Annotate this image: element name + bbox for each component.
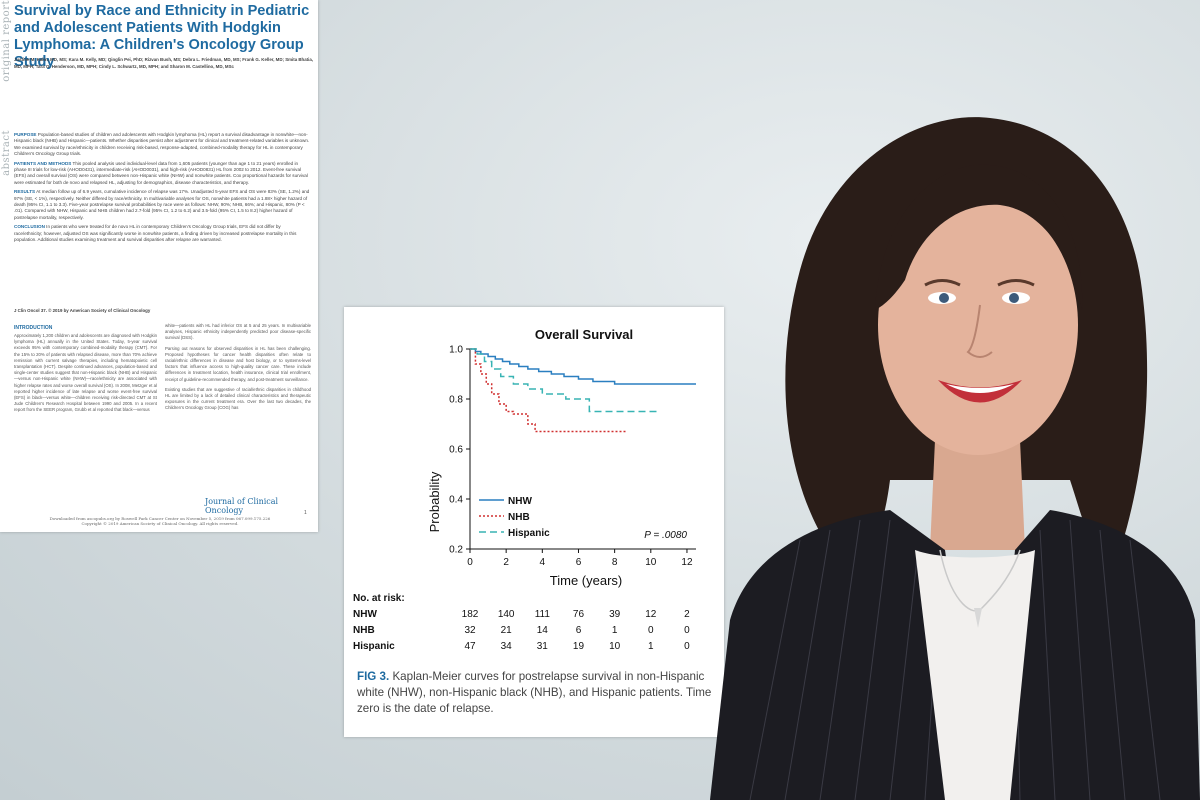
- article-title: Survival by Race and Ethnicity in Pediat…: [14, 3, 310, 70]
- figure-caption: FIG 3. Kaplan-Meier curves for postrelap…: [357, 669, 713, 717]
- journal-logo: Journal of Clinical Oncology: [205, 497, 279, 515]
- left-iris: [939, 293, 949, 303]
- risk-cell: 0: [684, 641, 690, 652]
- purpose-heading: PURPOSE: [14, 132, 37, 137]
- risk-cell: 1: [611, 625, 618, 636]
- abstract-side-label: abstract: [1, 130, 12, 176]
- y-tick-label: 0.4: [449, 495, 463, 506]
- risk-cell: 31: [536, 641, 548, 652]
- hair-fringe: [875, 164, 1083, 310]
- p-value-annotation: P = .0080: [644, 530, 687, 541]
- methods-text: This pooled analysis used individual-lev…: [14, 160, 308, 185]
- white-top: [915, 550, 1035, 800]
- risk-header: No. at risk:: [353, 593, 405, 604]
- article-authors: Justine M. Kahn, MD, MS; Kara M. Kelly, …: [14, 57, 314, 69]
- risk-cell: 47: [464, 641, 476, 652]
- risk-cell: 10: [609, 641, 621, 652]
- intro-left-paragraph: Approximately 1,200 children and adolesc…: [14, 333, 157, 413]
- risk-cell: 0: [648, 625, 654, 636]
- series-layer: [470, 348, 696, 433]
- y-tick-label: 0.8: [449, 395, 463, 406]
- intro-left-column: Approximately 1,200 children and adolesc…: [14, 333, 157, 418]
- caption-text: Kaplan-Meier curves for postrelapse surv…: [357, 670, 712, 715]
- left-eyebrow: [924, 279, 961, 287]
- chart-legend: NHW NHB Hispanic: [479, 496, 550, 539]
- risk-cell: 111: [534, 609, 550, 620]
- risk-cell: 21: [500, 625, 512, 636]
- neck: [930, 440, 1025, 550]
- y-tick-label: 0.6: [449, 445, 463, 456]
- nose: [966, 304, 993, 358]
- risk-cell: 2: [684, 609, 690, 620]
- risk-cell: 19: [572, 641, 585, 652]
- risk-row-label: NHW: [353, 609, 377, 620]
- legend-label-nhb: NHB: [508, 512, 530, 523]
- risk-cell: 182: [461, 609, 479, 620]
- article-page: original report abstract Survival by Rac…: [0, 0, 318, 532]
- abstract-results: RESULTS At median follow up of 6.9 years…: [14, 189, 310, 221]
- x-tick-label: 12: [681, 557, 693, 568]
- introduction-heading: INTRODUCTION: [14, 325, 53, 331]
- portrait-photo: [710, 117, 1200, 800]
- risk-cell: 12: [645, 609, 657, 620]
- risk-cell: 14: [536, 625, 548, 636]
- abstract: PURPOSE Population-based studies of chil…: [14, 132, 310, 247]
- caption-label: FIG 3.: [357, 670, 390, 683]
- y-tick-label: 1.0: [449, 345, 463, 356]
- citation: J Clin Oncol 37. © 2019 by American Soci…: [14, 308, 151, 313]
- x-tick-label: 4: [540, 557, 546, 568]
- risk-cell: 6: [575, 625, 582, 636]
- chart-axes: 0.2 0.4 0.6 0.8 1.0 0 2 4 6 8 10 12: [449, 345, 696, 568]
- pendant: [974, 608, 982, 628]
- results-text: At median follow up of 6.9 years, cumula…: [14, 189, 310, 220]
- risk-cell: 1: [648, 641, 654, 652]
- risk-row-label: NHB: [353, 625, 375, 636]
- conclusion-text: In patients who were treated for de novo…: [14, 224, 297, 243]
- intro-right-paragraph-3: Existing studies that are suggestive of …: [165, 386, 311, 411]
- risk-cell: 34: [500, 641, 512, 652]
- series-line-nhw: [470, 348, 696, 385]
- purpose-text: Population-based studies of children and…: [14, 132, 310, 157]
- intro-right-paragraph-1: white—patients with HL had inferior OS a…: [165, 323, 311, 341]
- teeth: [946, 384, 1014, 393]
- chart-title: Overall Survival: [535, 327, 633, 342]
- series-line-hispanic: [470, 348, 659, 413]
- risk-cell: 76: [572, 609, 585, 620]
- x-tick-label: 10: [645, 557, 657, 568]
- y-tick-label: 0.2: [449, 545, 463, 556]
- abstract-purpose: PURPOSE Population-based studies of chil…: [14, 132, 310, 158]
- risk-cell: 0: [684, 625, 690, 636]
- y-axis-label: Probability: [427, 471, 442, 532]
- conclusion-heading: CONCLUSION: [14, 224, 45, 230]
- kaplan-meier-chart: Overall Survival Probability Time (years…: [427, 327, 696, 588]
- number-at-risk-table: No. at risk: NHW 182 140 111 76 39 12 2 NHB 32 21 1…: [344, 307, 724, 737]
- abstract-methods: PATIENTS AND METHODS This pooled analysi…: [14, 161, 310, 187]
- intro-right-column: white—patients with HL had inferior OS a…: [165, 323, 311, 416]
- risk-cell: 140: [497, 609, 515, 620]
- page-number: 1: [304, 510, 307, 516]
- results-heading: RESULTS: [14, 189, 36, 195]
- download-note: Downloaded from ascopubs.org by Roswell …: [49, 516, 271, 526]
- x-tick-label: 0: [467, 557, 473, 568]
- legend-label-hispanic: Hispanic: [508, 528, 550, 539]
- x-tick-label: 6: [576, 557, 582, 568]
- risk-cell: 39: [609, 609, 621, 620]
- right-eyebrow: [997, 279, 1035, 287]
- original-report-label: original report: [1, 0, 12, 82]
- x-tick-label: 8: [612, 557, 618, 568]
- risk-cell: 32: [464, 625, 476, 636]
- risk-row-label: Hispanic: [353, 641, 395, 652]
- x-axis-label: Time (years): [550, 573, 622, 588]
- intro-right-paragraph-2: Parsing out reasons for observed dispari…: [165, 345, 311, 382]
- figure-card: Overall Survival Probability Time (years…: [344, 307, 724, 737]
- blazer: [710, 510, 980, 800]
- legend-label-nhw: NHW: [508, 496, 532, 507]
- right-iris: [1009, 293, 1019, 303]
- abstract-conclusion: CONCLUSION In patients who were treated …: [14, 224, 310, 243]
- x-tick-label: 2: [503, 557, 509, 568]
- methods-heading: PATIENTS AND METHODS: [14, 160, 72, 166]
